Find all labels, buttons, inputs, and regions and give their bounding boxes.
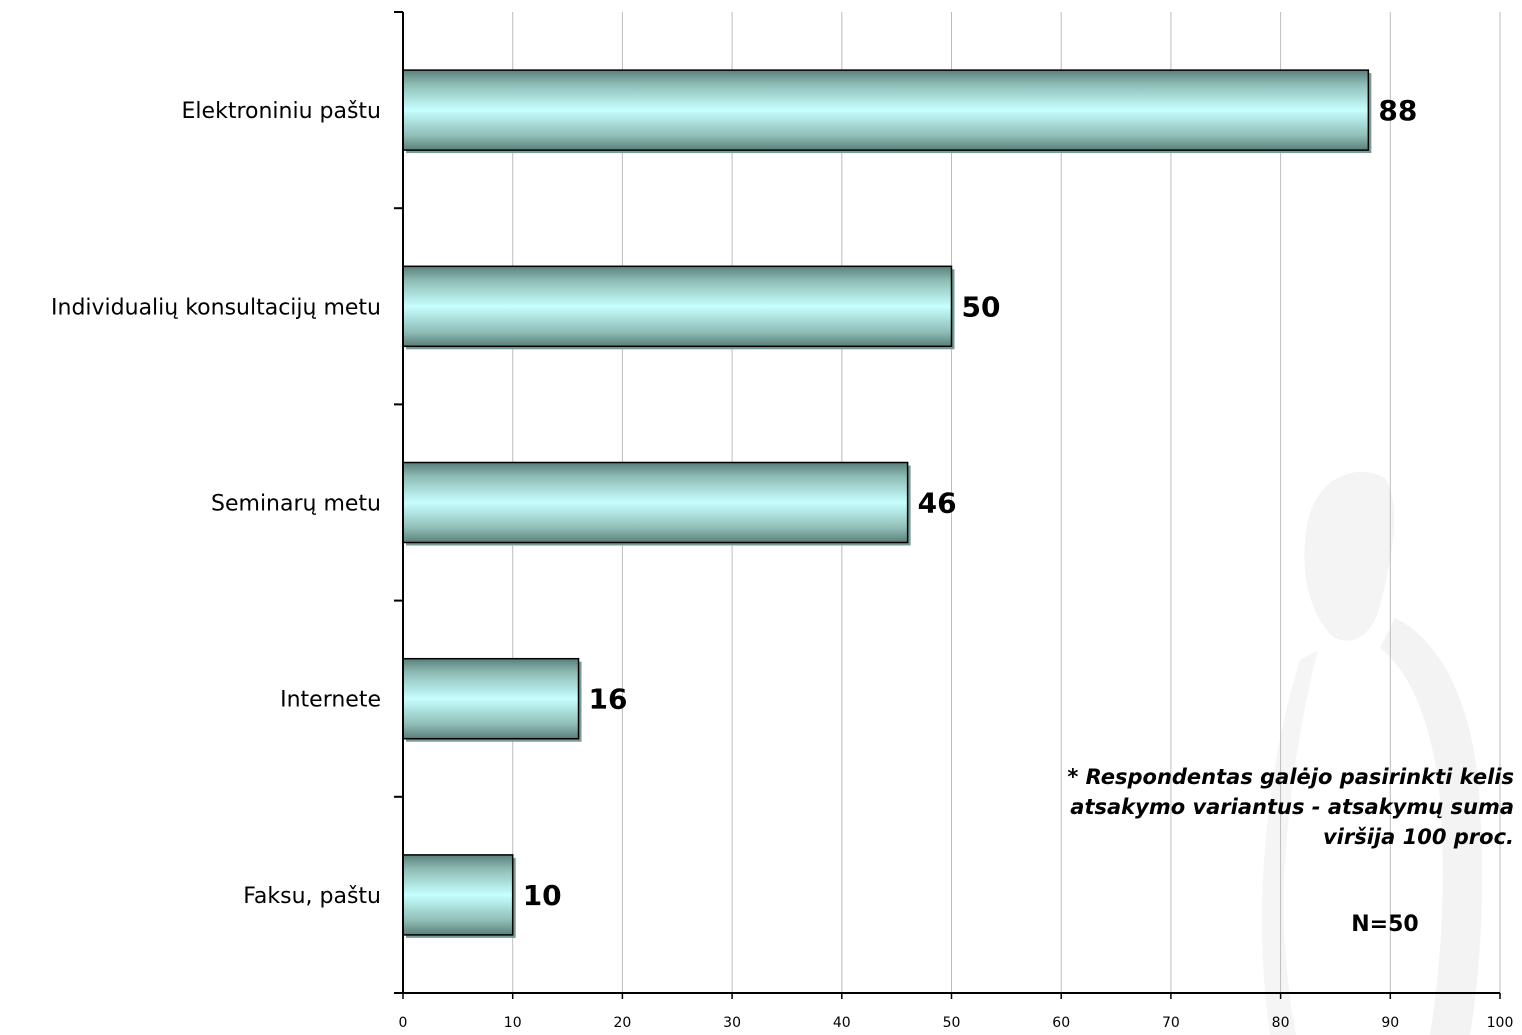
- bar: [402, 657, 580, 740]
- bar: [402, 854, 514, 936]
- bar: [402, 69, 1370, 151]
- data-label: 16: [589, 683, 628, 716]
- bar: [402, 265, 953, 348]
- note-line: viršija 100 proc.: [1322, 825, 1514, 849]
- axes: [394, 11, 1501, 999]
- bar: [402, 461, 909, 544]
- x-tick-label: 10: [504, 1015, 522, 1031]
- x-tick-label: 60: [1052, 1015, 1070, 1031]
- category-labels: Elektroniniu paštu Individualių konsultac…: [51, 99, 381, 909]
- x-tick-label: 40: [833, 1015, 851, 1031]
- note-line: atsakymo variantus - atsakymų suma: [1070, 795, 1514, 819]
- x-tick-labels: 0 10 20 30 40 50 60 70 80 90 100: [399, 1015, 1514, 1031]
- category-label: Seminarų metu: [211, 492, 381, 517]
- x-tick-label: 100: [1487, 1015, 1514, 1031]
- x-tick-label: 70: [1162, 1015, 1180, 1031]
- data-label: 10: [523, 879, 562, 912]
- value-labels: 88 50 46 16 10: [523, 94, 1418, 912]
- x-tick-label: 20: [613, 1015, 631, 1031]
- watermark-figure: [1262, 471, 1483, 1035]
- gridlines: [512, 12, 1501, 993]
- x-tick-label: 0: [399, 1015, 408, 1031]
- x-tick-label: 50: [943, 1015, 961, 1031]
- x-tick-label: 90: [1381, 1015, 1399, 1031]
- category-label: Elektroniniu paštu: [182, 99, 381, 124]
- respondent-note: * Respondentas galėjo pasirinkti kelis a…: [954, 762, 1514, 852]
- category-label: Individualių konsultacijų metu: [51, 295, 381, 320]
- x-tick-label: 30: [723, 1015, 741, 1031]
- data-label: 46: [918, 487, 957, 520]
- note-line: * Respondentas galėjo pasirinkti kelis: [1067, 765, 1514, 789]
- category-label: Faksu, paštu: [243, 884, 381, 909]
- x-tick-label: 80: [1272, 1015, 1290, 1031]
- bars: [402, 69, 1372, 938]
- category-label: Internete: [280, 688, 381, 713]
- data-label: 50: [962, 290, 1001, 323]
- data-label: 88: [1378, 94, 1417, 127]
- sample-size: N=50: [1351, 912, 1419, 937]
